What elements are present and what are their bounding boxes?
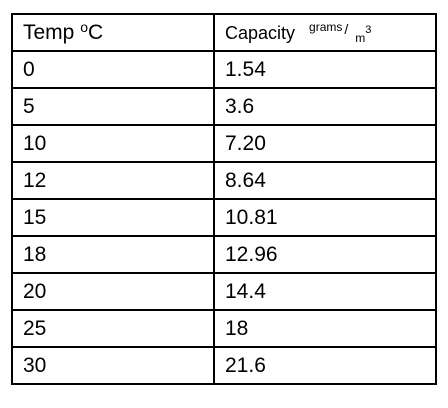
header-capacity-unit-m: m3	[355, 25, 371, 45]
capacity-cell: 14.4	[213, 272, 437, 311]
temp-cell: 0	[11, 50, 215, 89]
capacity-cell: 21.6	[213, 346, 437, 385]
header-capacity-unit-grams: grams	[309, 20, 343, 34]
temp-cell: 20	[11, 272, 215, 311]
temp-cell: 5	[11, 87, 215, 126]
header-capacity-unit-m-letter: m	[355, 31, 366, 45]
temp-cell: 15	[11, 198, 215, 237]
table-row: 15 10.81	[11, 198, 437, 237]
capacity-cell: 18	[213, 309, 437, 348]
header-temp-degree: o	[80, 19, 88, 35]
capacity-cell: 7.20	[213, 124, 437, 163]
capacity-cell: 8.64	[213, 161, 437, 200]
table-row: 5 3.6	[11, 87, 437, 126]
table-row: 25 18	[11, 309, 437, 348]
header-row: Temp oC Capacity grams/ m3	[11, 13, 437, 52]
header-capacity-unit-m-exponent: 3	[365, 24, 372, 36]
header-capacity-unit-slash: /	[344, 21, 349, 37]
header-capacity-label: Capacity	[225, 23, 296, 43]
table-row: 20 14.4	[11, 272, 437, 311]
temp-cell: 18	[11, 235, 215, 274]
capacity-cell: 10.81	[213, 198, 437, 237]
temp-cell: 30	[11, 346, 215, 385]
capacity-cell: 1.54	[213, 50, 437, 89]
table-row: 18 12.96	[11, 235, 437, 274]
header-temp-label: Temp	[23, 21, 81, 44]
header-temp-unit: C	[87, 21, 104, 44]
temperature-capacity-table: Temp oC Capacity grams/ m3 0 1.54 5 3.6 10…	[11, 13, 437, 385]
temp-cell: 12	[11, 161, 215, 200]
capacity-cell: 12.96	[213, 235, 437, 274]
table-row: 0 1.54	[11, 50, 437, 89]
table-row: 12 8.64	[11, 161, 437, 200]
table-row: 30 21.6	[11, 346, 437, 385]
header-capacity: Capacity grams/ m3	[213, 13, 437, 52]
table-row: 10 7.20	[11, 124, 437, 163]
temp-cell: 10	[11, 124, 215, 163]
capacity-cell: 3.6	[213, 87, 437, 126]
header-temp: Temp oC	[11, 13, 215, 52]
temp-cell: 25	[11, 309, 215, 348]
